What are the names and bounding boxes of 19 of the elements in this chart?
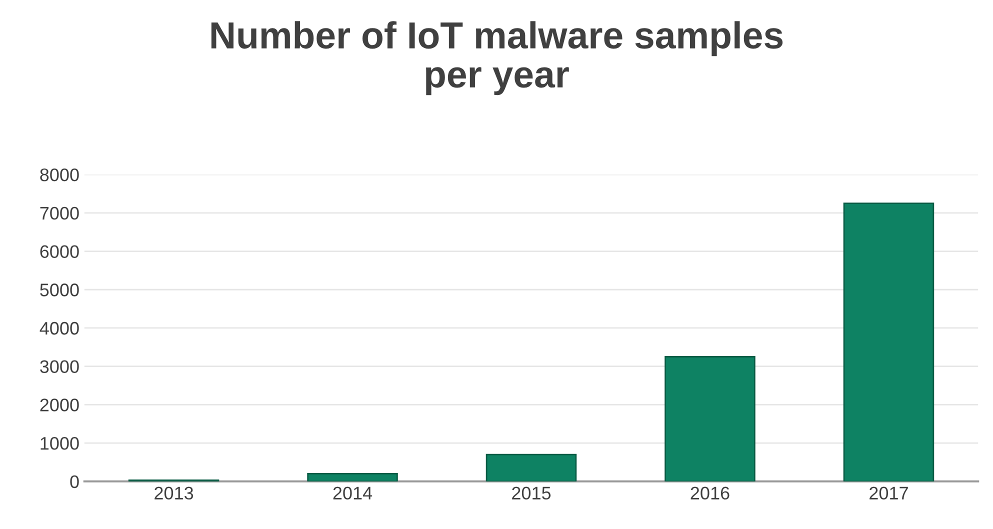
bar [307,473,398,482]
y-tick-label: 2000 [40,398,79,412]
y-tick-label: 6000 [40,245,79,258]
bar [486,454,577,482]
x-tick-label: 2017 [870,486,908,500]
y-tick-label: 5000 [40,284,79,296]
x-tick-label: 2014 [333,486,372,500]
bar [843,202,934,482]
chart-title: Number of IoT malware samples per year [211,21,783,96]
y-tick-label: 8000 [40,168,79,182]
y-tick-label: 3000 [40,360,79,374]
x-tick-label: 2016 [690,486,730,500]
y-tick-label: 7000 [40,206,79,220]
y-tick-label: 4000 [40,322,79,335]
bar [664,356,756,482]
x-tick-label: 2013 [154,486,194,500]
y-tick-label: 0 [70,475,79,488]
y-tick-label: 1000 [40,436,79,450]
x-tick-label: 2015 [512,486,551,500]
